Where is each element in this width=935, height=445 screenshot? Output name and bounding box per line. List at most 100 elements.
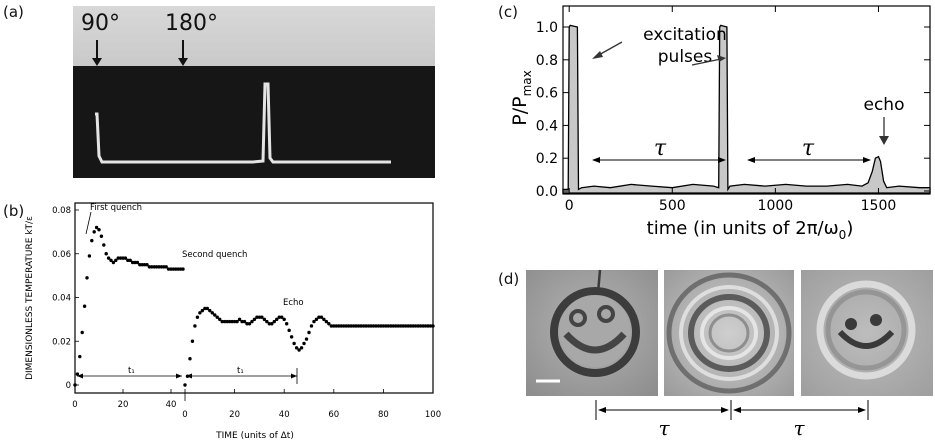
data-point-second xyxy=(235,319,239,324)
data-point-first xyxy=(128,258,132,263)
data-point-second xyxy=(351,324,356,328)
data-point-second xyxy=(275,317,279,322)
data-point-second xyxy=(334,324,338,328)
data-point-second xyxy=(317,315,321,319)
xtick-label-b-right: 0 xyxy=(182,410,187,420)
t1-arrow-2 xyxy=(186,373,297,379)
data-point-first xyxy=(150,265,154,269)
data-point-second xyxy=(381,324,386,328)
data-point-second xyxy=(379,324,383,328)
pulse-180-arrow xyxy=(178,40,188,66)
ytick-label-c: 0.2 xyxy=(536,151,558,167)
xtick-label-c: 1000 xyxy=(758,198,794,214)
xtick-label-b-right: 80 xyxy=(378,410,389,420)
data-point-first xyxy=(82,304,87,308)
data-point-second xyxy=(200,308,205,313)
data-point-second xyxy=(260,315,264,319)
data-point-first xyxy=(154,265,159,269)
ann-echo: Echo xyxy=(283,298,304,308)
xtick-label-b-right: 40 xyxy=(279,410,290,420)
ytick-label-b: 0.04 xyxy=(52,294,71,304)
xtick-label-c: 0 xyxy=(565,198,574,214)
data-point-first xyxy=(116,256,120,260)
panel-c-chart: 0.0 0.2 0.4 0.6 0.8 1.0 0 500 1000 1500 P/Pmax t… xyxy=(509,5,931,242)
data-point-second xyxy=(255,315,259,319)
data-point-first xyxy=(73,383,77,387)
data-point-first xyxy=(111,260,116,265)
data-point-second xyxy=(230,319,234,324)
data-point-second xyxy=(421,324,425,328)
data-point-second xyxy=(423,324,428,328)
data-point-first xyxy=(164,265,168,269)
data-point-first xyxy=(87,254,92,258)
data-point-second xyxy=(183,383,187,387)
tau-label-d2: τ xyxy=(793,416,805,440)
data-point-second xyxy=(190,339,195,343)
pulse-90-label: 90° xyxy=(81,11,120,36)
data-point-second xyxy=(225,319,229,324)
data-point-second xyxy=(426,324,430,328)
xtick-label-b-right: 20 xyxy=(229,410,240,420)
data-point-first xyxy=(135,260,140,265)
data-point-first xyxy=(78,354,82,359)
data-point-second xyxy=(361,324,366,328)
data-point-second xyxy=(203,306,207,311)
xtick-label-c: 500 xyxy=(659,198,686,214)
ann-first-pointer xyxy=(85,211,92,235)
panel-a-label: (a) xyxy=(3,3,24,21)
ytick-label-b: 0 xyxy=(66,381,71,391)
data-point-second xyxy=(418,324,423,328)
data-point-second xyxy=(332,324,336,328)
excitation-arrow-right xyxy=(691,55,726,66)
data-point-second xyxy=(413,324,418,328)
data-point-first xyxy=(118,256,123,260)
data-point-first xyxy=(92,230,96,234)
pulse-90-arrow xyxy=(92,40,102,66)
power-trace-area xyxy=(562,24,931,194)
panel-d-label: (d) xyxy=(498,270,520,288)
xtick-label-b-right: 100 xyxy=(425,410,441,420)
data-point-second xyxy=(416,324,420,328)
data-point-second xyxy=(359,324,363,328)
data-point-second xyxy=(247,322,252,326)
data-point-second xyxy=(240,319,244,324)
data-point-first xyxy=(123,256,128,260)
chart-b-yticks: 0 0.02 0.04 0.06 0.08 xyxy=(52,206,79,391)
data-point-first xyxy=(159,265,164,269)
data-point-second xyxy=(401,324,405,328)
data-point-second xyxy=(396,324,400,328)
data-point-second xyxy=(215,315,219,319)
xtick-label-c: 1500 xyxy=(861,198,897,214)
data-point-second xyxy=(188,357,192,361)
ann-pulses: pulses xyxy=(658,47,713,67)
data-point-second xyxy=(297,348,301,352)
data-point-second xyxy=(252,317,257,322)
excitation-arrow-left xyxy=(592,41,623,59)
data-point-first xyxy=(133,260,137,265)
data-point-second xyxy=(208,308,212,313)
data-point-second xyxy=(218,317,222,322)
tau-label-d1: τ xyxy=(658,416,670,440)
data-point-second xyxy=(282,317,286,322)
data-point-second xyxy=(213,313,217,317)
data-point-first xyxy=(169,267,173,271)
data-point-second xyxy=(289,335,294,339)
data-point-second xyxy=(344,324,348,328)
data-point-first xyxy=(121,256,125,260)
data-point-second xyxy=(198,311,202,315)
data-point-second xyxy=(337,324,341,328)
data-point-second xyxy=(220,319,224,324)
data-point-first xyxy=(162,265,166,269)
data-point-second xyxy=(277,315,281,319)
data-point-first xyxy=(166,267,171,271)
oscilloscope-screen xyxy=(73,66,435,178)
ytick-label-c: 0.0 xyxy=(536,184,558,200)
ytick-label-c: 1.0 xyxy=(536,20,558,36)
chart-b-xticks: 0 20 40 0 20 40 60 80 100 xyxy=(72,389,441,420)
chart-c-xlabel: time (in units of 2π/ω0) xyxy=(647,218,854,242)
ytick-label-b: 0.02 xyxy=(52,337,71,347)
data-point-second xyxy=(195,315,200,319)
echo-smiley-image xyxy=(801,270,933,396)
data-point-second xyxy=(257,315,262,319)
data-point-first xyxy=(178,267,183,271)
